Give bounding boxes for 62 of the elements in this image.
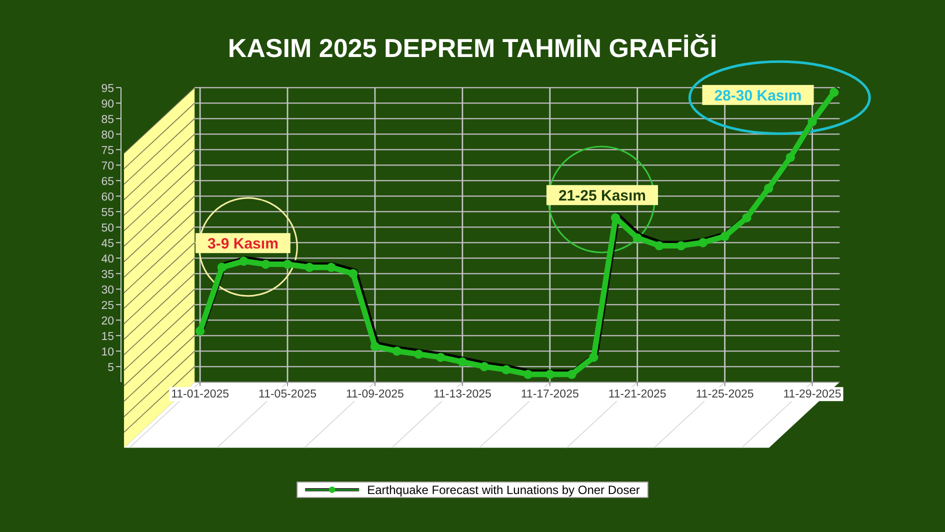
y-tick-label: 70 (101, 160, 114, 172)
point (523, 370, 533, 379)
point (698, 238, 708, 248)
point (567, 370, 576, 379)
point (239, 256, 248, 266)
point (676, 241, 686, 250)
y-tick-label: 75 (101, 144, 114, 157)
y-tick-label: 40 (101, 253, 114, 266)
x-tick-label: 11-17-2025 (520, 388, 579, 401)
x-tick-label: 11-09-2025 (346, 388, 404, 401)
point (480, 362, 489, 372)
y-tick-label: 35 (101, 268, 114, 281)
point (392, 346, 402, 356)
x-tick-label: 11-21-2025 (608, 388, 666, 401)
y-tick-label: 15 (101, 330, 114, 343)
point (632, 233, 642, 243)
x-tick-label: 11-01-2025 (171, 388, 230, 401)
point (436, 352, 446, 362)
point (830, 88, 839, 97)
point (217, 262, 227, 272)
point (414, 350, 424, 359)
point (261, 260, 270, 269)
x-tick-label: 11-25-2025 (696, 388, 754, 401)
y-tick-label: 20 (101, 315, 114, 328)
point (764, 184, 774, 193)
point (502, 365, 511, 374)
point (304, 262, 314, 272)
point (348, 269, 358, 278)
point (654, 241, 664, 250)
annotation: 28-30 Kasım (714, 87, 802, 104)
point (370, 342, 380, 352)
y-tick-label: 80 (101, 129, 114, 142)
y-tick-label: 30 (101, 284, 114, 296)
point (326, 262, 336, 272)
point (458, 357, 468, 367)
y-tick-label: 55 (101, 206, 114, 219)
x-tick-label: 11-05-2025 (258, 388, 317, 401)
y-tick-label: 85 (101, 114, 114, 126)
point (786, 152, 796, 162)
y-tick-label: 65 (101, 176, 114, 188)
annotation: 21-25 Kasım (558, 187, 646, 204)
y-tick-label: 25 (101, 300, 114, 312)
point (610, 213, 620, 222)
point (195, 326, 205, 336)
y-tick-label: 10 (101, 346, 114, 358)
y-tick-label: 5 (108, 362, 114, 374)
annotation: 3-9 Kasım (208, 235, 278, 252)
x-tick-label: 11-29-2025 (783, 388, 842, 401)
point (808, 117, 817, 126)
y-tick-label: 95 (101, 82, 114, 95)
y-tick-label: 90 (101, 98, 114, 110)
y-tick-label: 50 (101, 222, 114, 234)
point (742, 213, 752, 222)
x-tick-label: 11-13-2025 (433, 388, 492, 401)
point (282, 260, 292, 269)
chart-title: KASIM 2025 DEPREM TAHMİN GRAFİĞİ (228, 33, 718, 63)
point (720, 232, 730, 241)
y-tick-label: 60 (101, 191, 114, 204)
legend-label: Earthquake Forecast with Lunations by Oner Doser (367, 483, 640, 497)
point (545, 370, 554, 379)
point (589, 352, 598, 362)
y-tick-label: 45 (101, 238, 114, 250)
